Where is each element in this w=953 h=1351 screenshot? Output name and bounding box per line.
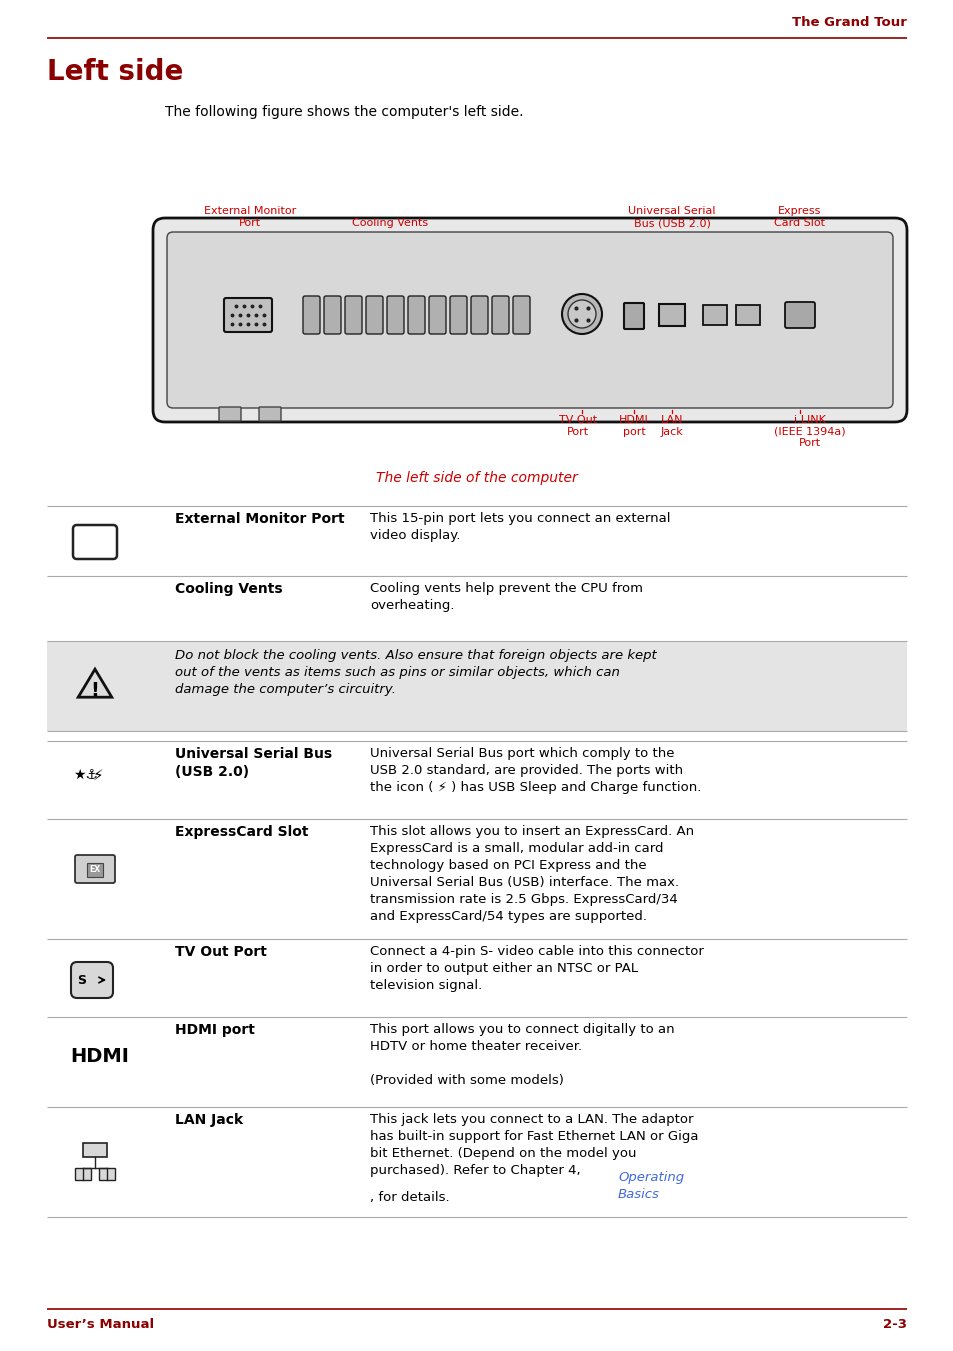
FancyBboxPatch shape <box>219 407 241 422</box>
Text: The Grand Tour: The Grand Tour <box>791 15 906 28</box>
FancyBboxPatch shape <box>73 526 117 559</box>
Text: LAN
Jack: LAN Jack <box>659 415 682 436</box>
Text: 2-3: 2-3 <box>882 1319 906 1332</box>
FancyBboxPatch shape <box>471 296 488 334</box>
FancyBboxPatch shape <box>735 305 760 326</box>
Text: The following figure shows the computer's left side.: The following figure shows the computer'… <box>165 105 523 119</box>
Text: Do not block the cooling vents. Also ensure that foreign objects are kept
out of: Do not block the cooling vents. Also ens… <box>174 648 656 696</box>
Text: HDMI
port: HDMI port <box>618 415 648 436</box>
Text: Cooling Vents: Cooling Vents <box>174 582 282 596</box>
Text: The left side of the computer: The left side of the computer <box>375 471 578 485</box>
Text: ExpressCard Slot: ExpressCard Slot <box>174 825 308 839</box>
FancyBboxPatch shape <box>408 296 424 334</box>
Text: This port allows you to connect digitally to an
HDTV or home theater receiver.

: This port allows you to connect digitall… <box>370 1023 674 1088</box>
FancyBboxPatch shape <box>784 303 814 328</box>
FancyBboxPatch shape <box>345 296 361 334</box>
Text: HDMI port: HDMI port <box>174 1023 254 1038</box>
FancyBboxPatch shape <box>513 296 530 334</box>
FancyBboxPatch shape <box>258 407 281 422</box>
Text: LAN Jack: LAN Jack <box>174 1113 243 1127</box>
FancyBboxPatch shape <box>659 304 684 326</box>
Text: TV Out
Port: TV Out Port <box>558 415 597 436</box>
FancyBboxPatch shape <box>702 305 726 326</box>
FancyBboxPatch shape <box>75 855 115 884</box>
Text: Cooling vents help prevent the CPU from
overheating.: Cooling vents help prevent the CPU from … <box>370 582 642 612</box>
Text: Universal Serial Bus
(USB 2.0): Universal Serial Bus (USB 2.0) <box>174 747 332 780</box>
Text: This 15-pin port lets you connect an external
video display.: This 15-pin port lets you connect an ext… <box>370 512 670 542</box>
Bar <box>83 1143 107 1156</box>
Bar <box>47 640 906 731</box>
Text: S: S <box>77 974 86 986</box>
Text: This slot allows you to insert an ExpressCard. An
ExpressCard is a small, modula: This slot allows you to insert an Expres… <box>370 825 694 923</box>
Text: External Monitor
Port: External Monitor Port <box>204 207 295 228</box>
Text: Operating
Basics: Operating Basics <box>618 1171 683 1201</box>
Text: ⚡: ⚡ <box>92 767 104 782</box>
Bar <box>87 863 103 877</box>
FancyBboxPatch shape <box>366 296 382 334</box>
Circle shape <box>561 295 601 334</box>
Circle shape <box>567 300 596 328</box>
FancyBboxPatch shape <box>152 218 906 422</box>
Text: Cooling Vents: Cooling Vents <box>352 218 428 228</box>
Text: User’s Manual: User’s Manual <box>47 1319 154 1332</box>
FancyBboxPatch shape <box>167 232 892 408</box>
Text: TV Out Port: TV Out Port <box>174 944 267 959</box>
Text: Universal Serial Bus port which comply to the
USB 2.0 standard, are provided. Th: Universal Serial Bus port which comply t… <box>370 747 700 794</box>
FancyBboxPatch shape <box>324 296 340 334</box>
FancyBboxPatch shape <box>492 296 509 334</box>
Text: HDMI: HDMI <box>70 1047 129 1066</box>
Text: !: ! <box>91 681 99 700</box>
FancyBboxPatch shape <box>303 296 319 334</box>
Text: Left side: Left side <box>47 58 183 86</box>
Bar <box>75 1169 91 1179</box>
Text: Express
Card Slot: Express Card Slot <box>774 207 824 228</box>
Text: External Monitor Port: External Monitor Port <box>174 512 344 526</box>
Text: ★⚓: ★⚓ <box>73 767 98 782</box>
Text: i.LINK
(IEEE 1394a)
Port: i.LINK (IEEE 1394a) Port <box>774 415 845 449</box>
Text: Universal Serial
Bus (USB 2.0): Universal Serial Bus (USB 2.0) <box>628 207 715 228</box>
Text: EX: EX <box>90 866 100 874</box>
Text: This jack lets you connect to a LAN. The adaptor
has built-in support for Fast E: This jack lets you connect to a LAN. The… <box>370 1113 698 1177</box>
FancyBboxPatch shape <box>71 962 112 998</box>
FancyBboxPatch shape <box>450 296 467 334</box>
FancyBboxPatch shape <box>429 296 446 334</box>
FancyBboxPatch shape <box>623 303 643 330</box>
Text: Connect a 4-pin S- video cable into this connector
in order to output either an : Connect a 4-pin S- video cable into this… <box>370 944 703 992</box>
Bar <box>99 1169 115 1179</box>
FancyBboxPatch shape <box>387 296 403 334</box>
Polygon shape <box>78 669 112 697</box>
FancyBboxPatch shape <box>224 299 272 332</box>
Text: , for details.: , for details. <box>370 1190 449 1204</box>
